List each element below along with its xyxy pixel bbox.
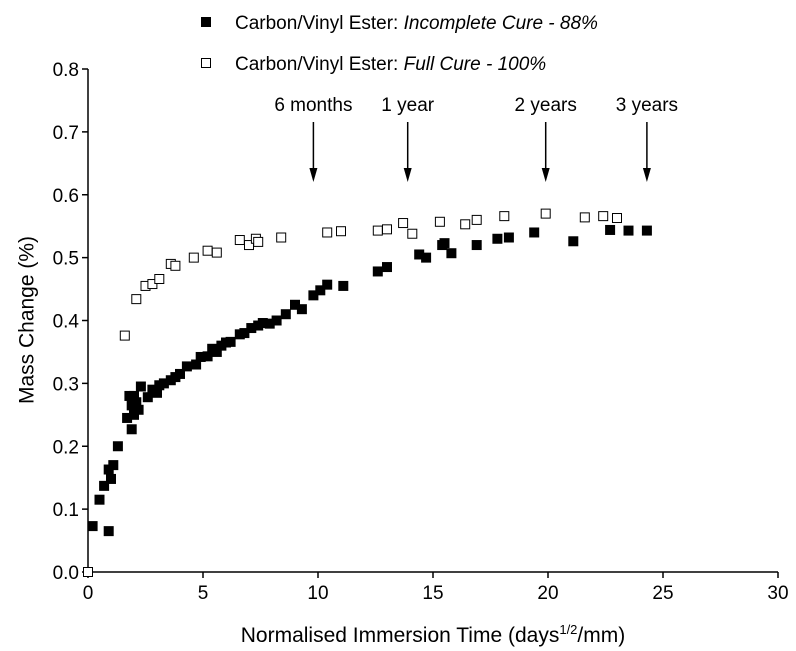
point	[154, 274, 165, 285]
point	[336, 226, 346, 237]
point	[579, 212, 590, 223]
x-axis-label: Normalised Immersion Time (days1/2/mm)	[241, 622, 626, 647]
annotation-arrowhead	[309, 168, 318, 182]
point	[175, 368, 185, 379]
y-tick-label: 0.0	[53, 563, 79, 584]
y-tick-label: 0.2	[53, 437, 79, 458]
point	[276, 232, 287, 243]
point	[253, 236, 264, 247]
point	[446, 248, 457, 259]
point	[338, 280, 349, 291]
point	[407, 228, 418, 239]
point	[280, 309, 291, 320]
y-tick-label: 0.3	[53, 374, 79, 395]
point	[598, 211, 609, 222]
point	[398, 218, 409, 229]
point	[322, 279, 333, 290]
point	[271, 315, 282, 326]
point	[119, 330, 130, 341]
point	[133, 404, 144, 415]
annotation: 3 years	[616, 95, 678, 116]
point	[503, 232, 514, 243]
point	[147, 279, 158, 290]
y-tick-label: 0.1	[53, 500, 79, 521]
point	[106, 473, 116, 484]
x-tick-label: 5	[198, 583, 209, 604]
point	[103, 526, 114, 537]
point	[170, 260, 181, 271]
x-tick-label: 0	[83, 583, 94, 604]
point	[471, 240, 482, 251]
point	[612, 213, 622, 224]
point	[296, 304, 307, 315]
legend-label-part: Carbon/Vinyl Ester:	[235, 13, 404, 34]
annotation-arrowhead	[541, 168, 550, 182]
annotation: 6 months	[274, 95, 352, 116]
point	[87, 521, 98, 532]
point	[421, 252, 432, 263]
point	[131, 294, 142, 305]
y-axis-label: Mass Change (%)	[16, 236, 39, 404]
point	[605, 224, 616, 235]
point	[540, 208, 551, 219]
annotation: 2 years	[515, 95, 577, 116]
x-axis-label-sup: 1/2	[559, 622, 577, 637]
y-tick-label: 0.4	[53, 312, 80, 333]
point	[434, 216, 445, 227]
point	[382, 224, 392, 235]
point	[108, 460, 119, 471]
point	[188, 252, 199, 263]
x-axis-label-part: Normalised Immersion Time (days	[241, 624, 560, 647]
point	[308, 290, 319, 301]
point	[126, 424, 137, 435]
point	[623, 225, 634, 236]
point	[372, 266, 383, 277]
point	[202, 245, 213, 256]
point	[181, 361, 192, 372]
annotation: 1 year	[381, 95, 434, 116]
legend-label: Carbon/Vinyl Ester: Full Cure - 100%	[235, 54, 546, 75]
legend-label-part: Incomplete Cure - 88%	[404, 13, 598, 34]
annotation-arrowhead	[642, 168, 651, 182]
x-tick-label: 10	[307, 583, 328, 604]
x-tick-label: 15	[422, 583, 443, 604]
legend-marker	[201, 17, 211, 27]
x-axis-label-part: /mm)	[577, 624, 625, 647]
legend-label: Carbon/Vinyl Ester: Incomplete Cure - 88…	[235, 13, 598, 34]
point	[471, 214, 482, 225]
x-tick-label: 30	[767, 583, 788, 604]
point	[568, 236, 579, 247]
point	[315, 285, 326, 296]
y-tick-label: 0.6	[53, 186, 79, 207]
point	[135, 381, 146, 392]
point	[460, 219, 471, 230]
legend-label-part: Carbon/Vinyl Ester:	[235, 54, 404, 75]
point	[99, 480, 110, 491]
point	[112, 441, 123, 452]
annotation-arrowhead	[403, 168, 412, 182]
legend-marker	[201, 58, 211, 68]
point	[529, 227, 540, 238]
point	[234, 235, 245, 246]
y-tick-label: 0.7	[53, 123, 79, 144]
y-tick-label: 0.8	[53, 60, 79, 81]
point	[492, 233, 503, 244]
point	[239, 328, 250, 339]
point	[382, 262, 392, 273]
point	[322, 227, 333, 238]
point	[83, 567, 93, 577]
point	[225, 336, 236, 347]
point	[641, 225, 652, 236]
legend-label-part: Full Cure - 100%	[404, 54, 547, 75]
point	[94, 494, 105, 505]
x-tick-label: 20	[537, 583, 558, 604]
x-tick-label: 25	[652, 583, 673, 604]
point	[372, 225, 383, 236]
point	[439, 238, 450, 249]
point	[499, 211, 510, 222]
point	[211, 247, 222, 258]
y-tick-label: 0.5	[53, 249, 79, 270]
